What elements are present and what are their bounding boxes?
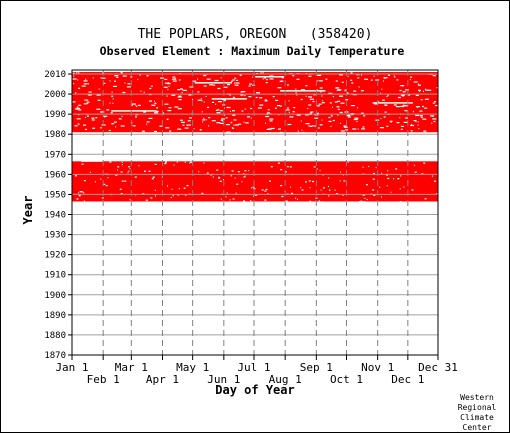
y-tick-label: 1880 xyxy=(44,331,66,341)
x-tick-label: Feb 1 xyxy=(87,373,120,386)
chart-subtitle: Observed Element : Maximum Daily Tempera… xyxy=(100,44,405,58)
x-tick-label: Sep 1 xyxy=(300,361,333,374)
y-tick-label: 1920 xyxy=(44,251,66,261)
y-tick-label: 1870 xyxy=(44,351,66,361)
y-tick-label: 1930 xyxy=(44,231,66,241)
x-axis-label: Day of Year xyxy=(215,383,294,397)
y-tick-label: 1970 xyxy=(44,150,66,160)
x-tick-label: Mar 1 xyxy=(115,361,148,374)
y-tick-label: 1890 xyxy=(44,311,66,321)
y-axis-label: Year xyxy=(21,196,35,225)
x-tick-label: Apr 1 xyxy=(146,373,179,386)
x-tick-label: Jun 1 xyxy=(207,373,240,386)
x-tick-label: Aug 1 xyxy=(269,373,302,386)
y-tick-label: 1940 xyxy=(44,211,66,221)
observed-period-block xyxy=(72,72,438,133)
x-tick-label: Oct 1 xyxy=(330,373,363,386)
y-tick-label: 1950 xyxy=(44,190,66,200)
chart-title: THE POPLARS, OREGON (358420) xyxy=(138,27,373,42)
x-tick-label: May 1 xyxy=(176,361,209,374)
plot-border xyxy=(71,69,439,356)
y-tick-label: 1990 xyxy=(44,110,66,120)
x-tick-label: Dec 31 xyxy=(418,361,458,374)
missing-days-pattern xyxy=(72,72,441,134)
wrcc-credit: Western Regional Climate Center xyxy=(458,393,497,432)
y-tick-label: 2000 xyxy=(44,90,66,100)
y-tick-label: 1960 xyxy=(44,170,66,180)
credit-line-4: Center xyxy=(463,423,492,432)
credit-line-1: Western xyxy=(460,393,494,402)
x-tick-label: Dec 1 xyxy=(391,373,424,386)
y-tick-label: 1980 xyxy=(44,130,66,140)
y-tick-label: 2010 xyxy=(44,70,66,80)
missing-days-pattern xyxy=(74,160,438,203)
credit-line-2: Regional xyxy=(458,403,497,412)
y-tick-label: 1910 xyxy=(44,271,66,281)
x-tick-label: Nov 1 xyxy=(361,361,394,374)
x-tick-label: Jan 1 xyxy=(55,361,88,374)
y-tick-label: 1900 xyxy=(44,291,66,301)
credit-line-3: Climate xyxy=(460,413,494,422)
x-tick-label: Jul 1 xyxy=(237,361,270,374)
